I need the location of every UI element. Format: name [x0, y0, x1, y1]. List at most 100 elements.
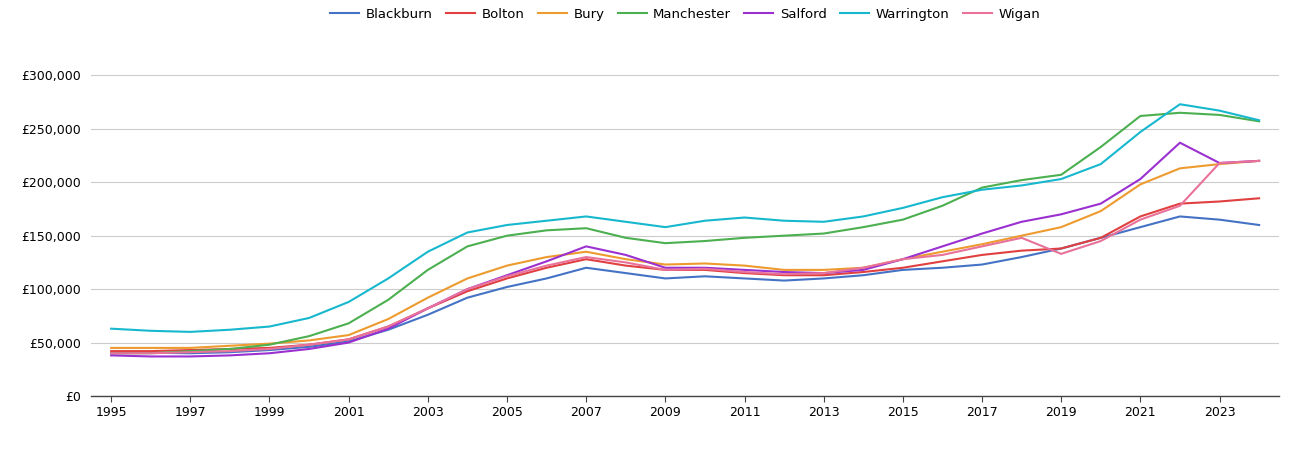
Blackburn [1212, 217, 1228, 222]
Wigan [816, 270, 831, 276]
Warrington [658, 225, 673, 230]
Bolton [1053, 246, 1069, 251]
Salford [183, 354, 198, 359]
Manchester [500, 233, 515, 238]
Warrington [737, 215, 753, 220]
Warrington [341, 299, 356, 305]
Blackburn [776, 278, 792, 284]
Wigan [500, 274, 515, 279]
Warrington [776, 218, 792, 223]
Bury [934, 249, 950, 254]
Salford [895, 256, 911, 262]
Bury [1212, 162, 1228, 167]
Salford [103, 353, 119, 358]
Blackburn [1172, 214, 1188, 219]
Salford [1014, 219, 1030, 225]
Bolton [737, 270, 753, 276]
Bolton [934, 259, 950, 264]
Blackburn [144, 350, 159, 356]
Warrington [619, 219, 634, 225]
Blackburn [1133, 225, 1148, 230]
Salford [539, 259, 555, 264]
Bury [658, 262, 673, 267]
Bury [856, 265, 872, 270]
Salford [341, 340, 356, 345]
Bury [183, 345, 198, 351]
Blackburn [420, 312, 436, 318]
Warrington [144, 328, 159, 333]
Bury [1053, 225, 1069, 230]
Manchester [658, 240, 673, 246]
Wigan [539, 263, 555, 268]
Bury [539, 254, 555, 260]
Wigan [1014, 235, 1030, 240]
Warrington [1172, 102, 1188, 107]
Warrington [934, 194, 950, 200]
Blackburn [934, 265, 950, 270]
Warrington [856, 214, 872, 219]
Wigan [262, 346, 278, 352]
Blackburn [658, 276, 673, 281]
Bury [103, 345, 119, 351]
Salford [381, 326, 397, 331]
Bolton [459, 288, 475, 294]
Manchester [144, 351, 159, 356]
Salford [1172, 140, 1188, 145]
Warrington [420, 249, 436, 254]
Salford [1251, 158, 1267, 164]
Warrington [222, 327, 238, 333]
Wigan [895, 256, 911, 262]
Manchester [1172, 110, 1188, 116]
Blackburn [619, 270, 634, 276]
Manchester [856, 225, 872, 230]
Line: Salford: Salford [111, 143, 1259, 356]
Wigan [856, 265, 872, 270]
Wigan [222, 348, 238, 354]
Bury [341, 333, 356, 338]
Wigan [1053, 251, 1069, 256]
Blackburn [301, 344, 317, 350]
Bolton [578, 256, 594, 262]
Bolton [1212, 199, 1228, 204]
Line: Blackburn: Blackburn [111, 216, 1259, 353]
Blackburn [697, 274, 713, 279]
Salford [1094, 201, 1109, 206]
Line: Manchester: Manchester [111, 113, 1259, 353]
Blackburn [1053, 246, 1069, 251]
Warrington [539, 218, 555, 223]
Wigan [341, 337, 356, 342]
Warrington [816, 219, 831, 225]
Warrington [262, 324, 278, 329]
Manchester [1053, 172, 1069, 177]
Warrington [1094, 162, 1109, 167]
Bolton [856, 269, 872, 274]
Bury [381, 316, 397, 322]
Manchester [262, 342, 278, 347]
Warrington [459, 230, 475, 235]
Line: Wigan: Wigan [111, 161, 1259, 353]
Bury [895, 256, 911, 262]
Bury [301, 338, 317, 343]
Salford [697, 265, 713, 270]
Warrington [578, 214, 594, 219]
Salford [500, 273, 515, 278]
Salford [1212, 160, 1228, 166]
Manchester [1094, 144, 1109, 150]
Bury [1014, 233, 1030, 238]
Bury [420, 295, 436, 301]
Bury [144, 345, 159, 351]
Line: Bury: Bury [111, 161, 1259, 348]
Warrington [1212, 108, 1228, 113]
Wigan [934, 252, 950, 257]
Bolton [341, 337, 356, 342]
Blackburn [895, 267, 911, 273]
Wigan [737, 269, 753, 274]
Blackburn [816, 276, 831, 281]
Bolton [619, 263, 634, 268]
Legend: Blackburn, Bolton, Bury, Manchester, Salford, Warrington, Wigan: Blackburn, Bolton, Bury, Manchester, Sal… [325, 2, 1045, 26]
Manchester [737, 235, 753, 240]
Wigan [619, 260, 634, 265]
Wigan [975, 244, 990, 249]
Bury [1251, 158, 1267, 164]
Bury [1133, 182, 1148, 187]
